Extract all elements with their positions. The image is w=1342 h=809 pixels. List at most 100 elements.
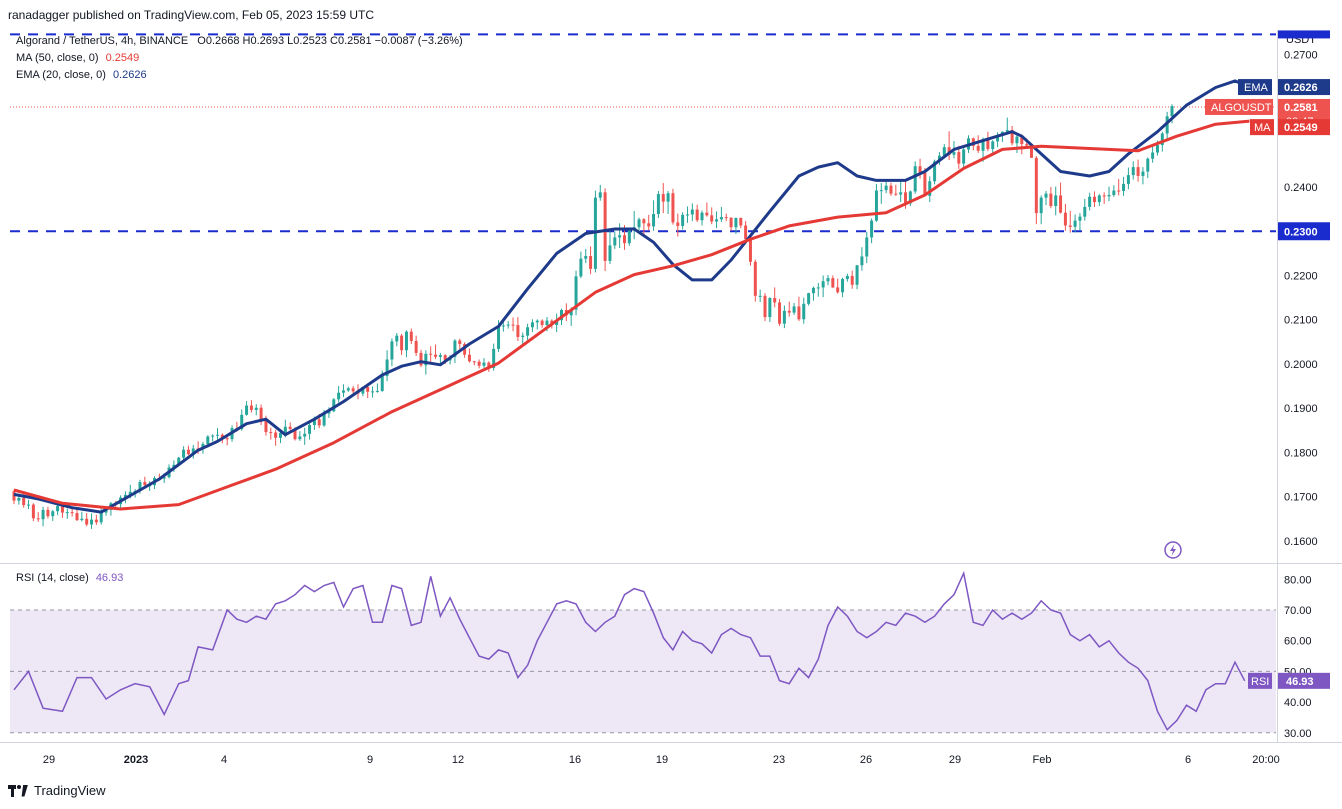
candle-up — [371, 391, 375, 393]
candle-up — [811, 287, 815, 294]
candle-up — [1107, 194, 1111, 197]
price-tick-label: 0.2100 — [1284, 315, 1318, 327]
candle-down — [94, 519, 98, 523]
candle-down — [850, 275, 854, 285]
candle-up — [758, 295, 762, 297]
candle-down — [143, 482, 147, 486]
candle-down — [748, 239, 752, 262]
alert-icon-bolt — [1170, 544, 1176, 556]
candle-up — [952, 152, 956, 155]
candle-down — [1102, 195, 1106, 197]
candle-down — [85, 518, 89, 525]
rsi-value-tag — [1278, 672, 1330, 689]
candle-up — [685, 214, 689, 216]
rsi-value-tag-text: 46.93 — [1286, 676, 1314, 688]
price-tick-label: 0.1700 — [1284, 492, 1318, 504]
candle-down — [773, 298, 777, 303]
candle-up — [1054, 195, 1058, 207]
time-axis-label: 23 — [773, 754, 785, 766]
candle-up — [424, 353, 428, 366]
tradingview-logo[interactable]: TradingView — [8, 783, 106, 798]
price-tick-label: 0.2000 — [1284, 359, 1318, 371]
time-axis-label: 9 — [367, 754, 373, 766]
candle-up — [211, 435, 215, 437]
candle-up — [627, 229, 631, 244]
candle-up — [613, 237, 617, 246]
candle-up — [821, 281, 825, 288]
candle-down — [642, 219, 646, 224]
candle-up — [1146, 158, 1150, 172]
candle-up — [298, 436, 302, 440]
time-axis-label: 19 — [656, 754, 668, 766]
candle-up — [1083, 206, 1087, 217]
candle-down — [695, 209, 699, 221]
candle-up — [845, 275, 849, 280]
candle-up — [90, 519, 94, 525]
candle-up — [996, 135, 1000, 142]
candle-down — [409, 331, 413, 341]
candle-up — [492, 348, 496, 368]
candle-up — [981, 139, 985, 151]
chart-area[interactable]: USDT0.16000.17000.18000.19000.20000.2100… — [0, 30, 1342, 775]
rsi-tick-label: 70.00 — [1284, 605, 1312, 617]
time-axis-label: 12 — [452, 754, 464, 766]
candle-up — [51, 511, 55, 517]
candle-down — [458, 340, 462, 345]
time-axis-label: 4 — [221, 754, 227, 766]
price-tick-label: 0.2700 — [1284, 49, 1318, 61]
alert-icon[interactable] — [1164, 541, 1182, 559]
candle-up — [361, 386, 365, 394]
candle-up — [1170, 106, 1174, 117]
candle-down — [288, 426, 292, 429]
candle-down — [264, 419, 268, 433]
candle-down — [511, 324, 515, 326]
candle-up — [792, 306, 796, 313]
candle-up — [700, 212, 704, 221]
candle-down — [1136, 167, 1140, 176]
candle-up — [807, 293, 811, 304]
candle-down — [487, 362, 491, 368]
candle-up — [690, 209, 694, 215]
candle-down — [400, 335, 404, 351]
candle-down — [671, 193, 675, 223]
candle-up — [860, 256, 864, 266]
support-level-tag — [1278, 222, 1330, 241]
candle-up — [841, 279, 845, 293]
candle-down — [293, 428, 297, 440]
symbol-tag-label: ALGOUSDT — [1211, 102, 1272, 114]
candle-down — [831, 278, 835, 288]
candle-up — [526, 327, 530, 336]
candle-up — [506, 324, 510, 326]
ma-value-tag-text: 0.2549 — [1284, 122, 1318, 134]
candle-down — [70, 512, 74, 514]
candle-up — [991, 141, 995, 149]
rsi-tick-label: 60.00 — [1284, 636, 1312, 648]
candle-up — [913, 166, 917, 192]
candle-down — [976, 145, 980, 151]
rsi-tick-label: 80.00 — [1284, 574, 1312, 586]
candle-down — [661, 194, 665, 202]
price-tick-label: 0.1900 — [1284, 403, 1318, 415]
time-axis-label: 29 — [43, 754, 55, 766]
candle-down — [1025, 144, 1029, 146]
ema-legend-label: EMA (20, close, 0) — [16, 69, 106, 81]
rsi-legend: RSI (14, close) 46.93 — [16, 572, 123, 584]
candle-down — [351, 388, 355, 392]
candle-up — [341, 390, 345, 393]
ema-value-tag-text: 0.2626 — [1284, 82, 1318, 94]
ma-tag — [1250, 119, 1274, 136]
candle-up — [390, 341, 394, 360]
candle-up — [332, 399, 336, 412]
candle-down — [739, 217, 743, 226]
candle-up — [312, 419, 316, 425]
time-axis-label: 26 — [860, 754, 872, 766]
time-axis-label: Feb — [1033, 754, 1052, 766]
candle-up — [337, 392, 341, 400]
candle-down — [186, 449, 190, 455]
candle-down — [472, 361, 476, 363]
candle-up — [191, 448, 195, 455]
candle-down — [434, 354, 438, 357]
candle-up — [215, 434, 219, 436]
candle-up — [380, 375, 384, 391]
ohlc-values: O0.2668 H0.2693 L0.2523 C0.2581 −0.0087 … — [197, 35, 463, 47]
